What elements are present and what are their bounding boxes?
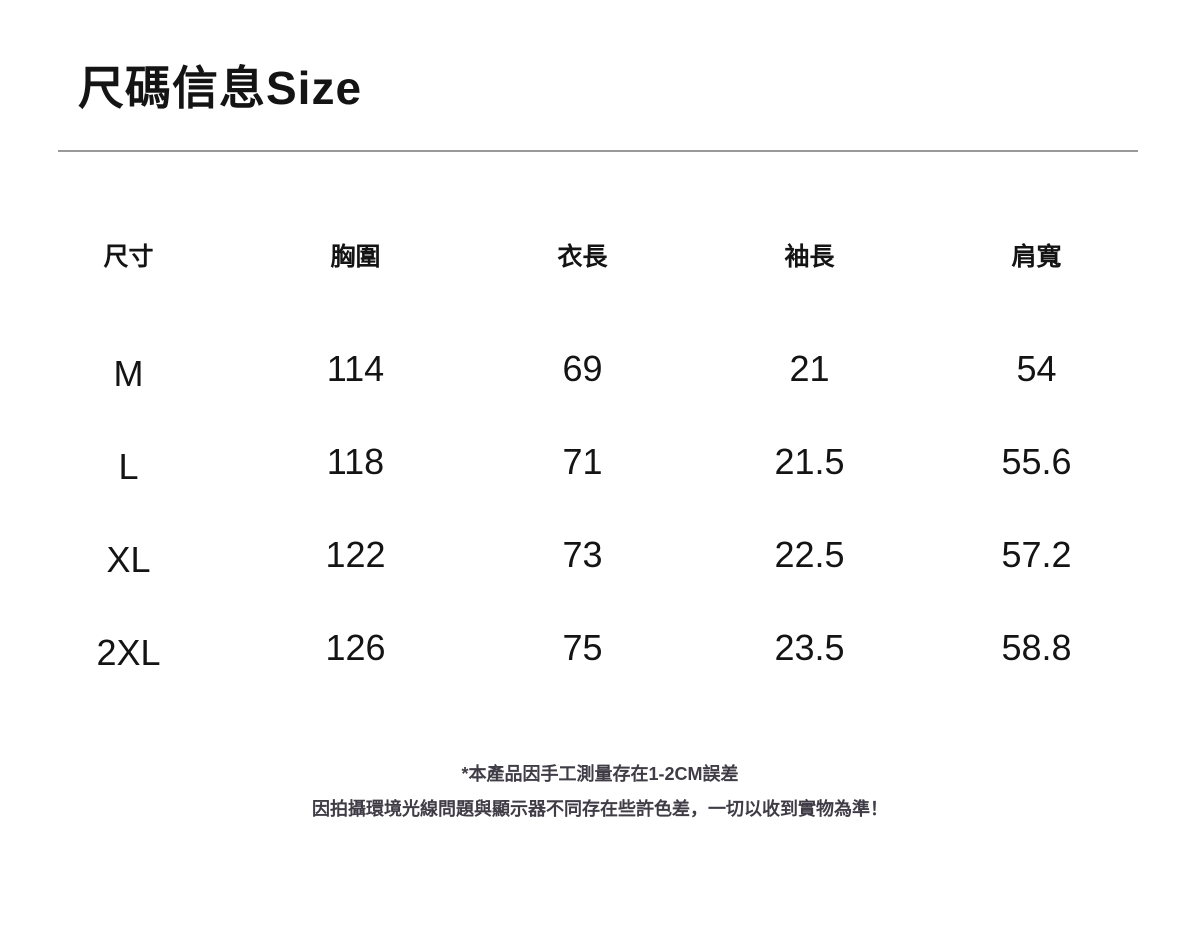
table-row-m: M 114 69 21 54 xyxy=(15,322,1150,415)
sleeve-value: 23.5 xyxy=(774,626,845,668)
column-header-chest: 胸圍 xyxy=(330,243,381,271)
title-divider xyxy=(58,150,1138,152)
size-label: L xyxy=(118,445,139,487)
sleeve-value: 21 xyxy=(789,347,830,389)
table-row-l: L 118 71 21.5 55.6 xyxy=(15,415,1150,508)
size-label: M xyxy=(113,352,144,394)
page-title: 尺碼信息Size xyxy=(78,62,363,114)
table-row-2xl: 2XL 126 75 23.5 58.8 xyxy=(15,601,1150,694)
length-value: 71 xyxy=(562,440,603,482)
chest-value: 118 xyxy=(326,440,385,482)
size-table: 尺寸 胸圍 衣長 袖長 肩寬 M 114 69 21 54 L 118 71 2… xyxy=(15,242,1150,694)
shoulder-value: 54 xyxy=(1016,347,1057,389)
size-table-header-row: 尺寸 胸圍 衣長 袖長 肩寬 xyxy=(15,242,1150,272)
note-measurement-tolerance: *本產品因手工測量存在1-2CM誤差 xyxy=(461,764,739,784)
column-header-size: 尺寸 xyxy=(103,243,154,271)
sleeve-value: 22.5 xyxy=(774,533,845,575)
shoulder-value: 55.6 xyxy=(1001,440,1072,482)
column-header-shoulder: 肩寬 xyxy=(1011,243,1062,271)
length-value: 75 xyxy=(562,626,603,668)
chest-value: 122 xyxy=(325,533,386,575)
chest-value: 126 xyxy=(325,626,386,668)
shoulder-value: 58.8 xyxy=(1001,626,1072,668)
shoulder-value: 57.2 xyxy=(1001,533,1072,575)
chest-value: 114 xyxy=(326,347,385,389)
column-header-length: 衣長 xyxy=(557,243,608,271)
table-row-xl: XL 122 73 22.5 57.2 xyxy=(15,508,1150,601)
sleeve-value: 21.5 xyxy=(774,440,845,482)
note-color-disclaimer: 因拍攝環境光線問題與顯示器不同存在些許色差，一切以收到實物為準！ xyxy=(312,799,888,819)
size-label: 2XL xyxy=(96,631,161,673)
length-value: 73 xyxy=(562,533,603,575)
length-value: 69 xyxy=(562,347,603,389)
size-label: XL xyxy=(106,538,151,580)
disclaimer-notes: *本產品因手工測量存在1-2CM誤差 因拍攝環境光線問題與顯示器不同存在些許色差… xyxy=(0,757,1200,827)
column-header-sleeve: 袖長 xyxy=(784,243,835,271)
size-table-body: M 114 69 21 54 L 118 71 21.5 55.6 XL 122… xyxy=(15,322,1150,694)
